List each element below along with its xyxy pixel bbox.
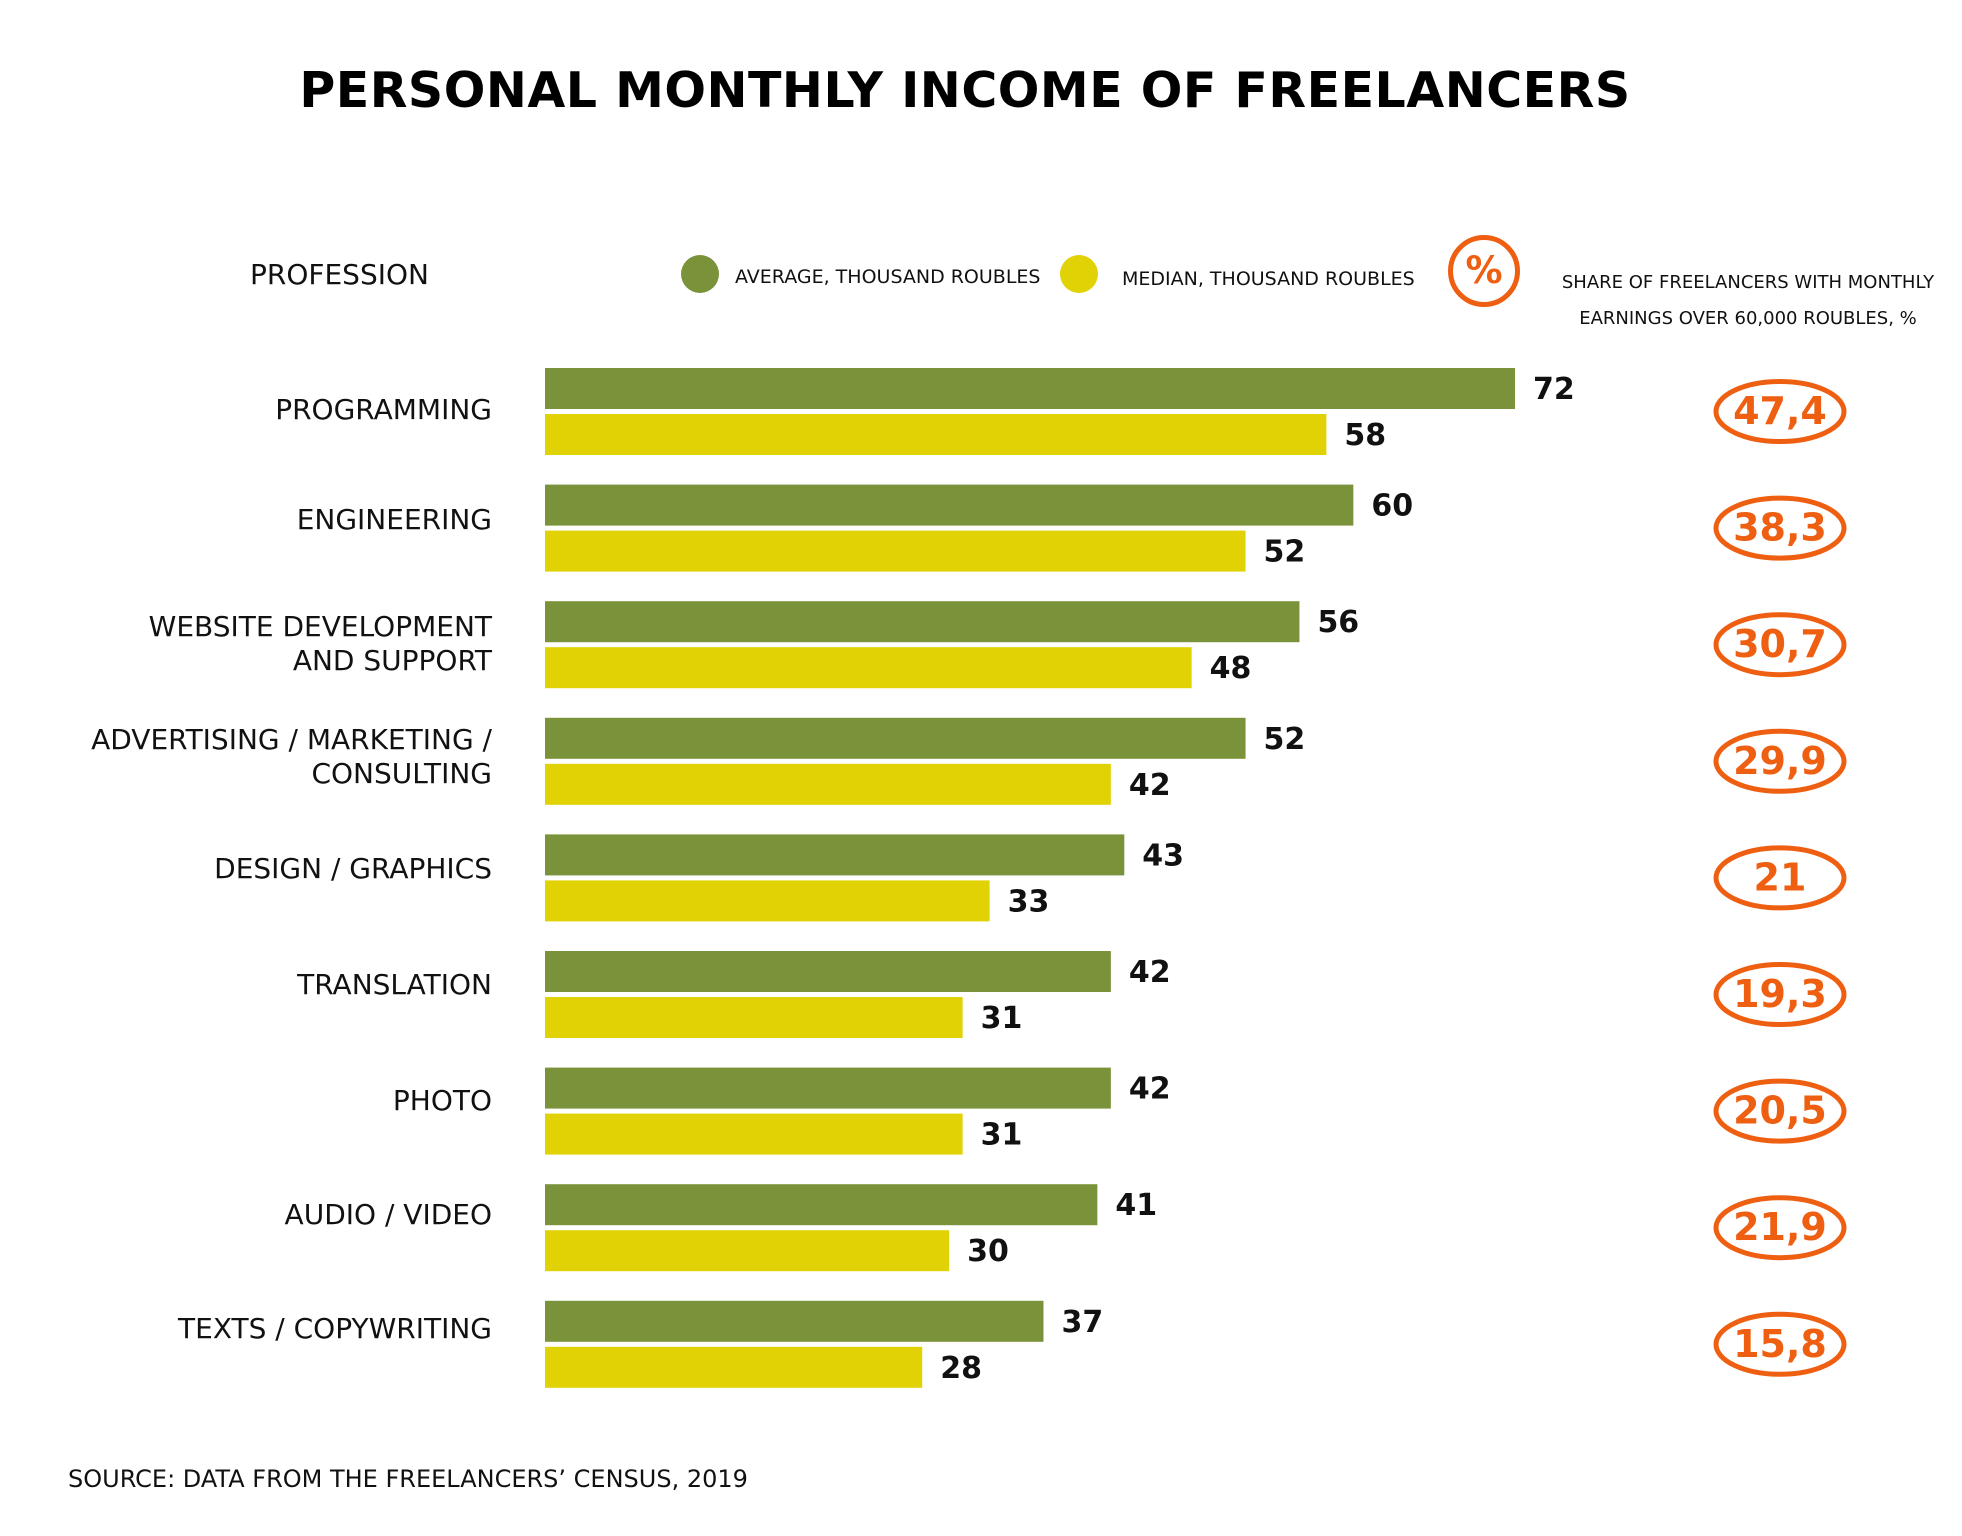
legend-median-swatch (1060, 255, 1098, 293)
value-label-median: 33 (1008, 884, 1050, 919)
share-oval (1713, 845, 1847, 911)
share-value: 15,8 (1733, 1322, 1827, 1366)
bar-median (545, 1230, 950, 1272)
share-oval (1713, 1078, 1847, 1144)
bar-average (545, 834, 1125, 876)
bar-median (545, 880, 990, 922)
category-label: DESIGN / GRAPHICS (214, 852, 492, 885)
value-label-average: 56 (1317, 605, 1359, 640)
bar-average (545, 368, 1515, 409)
bar-median (545, 1113, 963, 1155)
legend-average-label: AVERAGE, THOUSAND ROUBLES (735, 266, 1041, 288)
value-label-median: 30 (967, 1234, 1009, 1269)
category-label: ENGINEERING (296, 503, 492, 536)
bar-average (545, 1067, 1111, 1109)
value-label-average: 72 (1533, 372, 1575, 407)
share-value: 29,9 (1733, 739, 1827, 783)
bar-median (545, 530, 1246, 572)
percent-icon: % (1448, 235, 1520, 307)
share-value: 38,3 (1733, 506, 1827, 550)
share-oval (1713, 379, 1847, 444)
bar-median (545, 414, 1327, 455)
category-label: TRANSLATION (297, 968, 492, 1001)
value-label-average: 60 (1371, 489, 1413, 524)
share-value: 30,7 (1733, 622, 1827, 666)
value-label-median: 31 (981, 1001, 1023, 1036)
bar-average (545, 1184, 1098, 1226)
bar-average (545, 1300, 1044, 1342)
value-label-median: 31 (981, 1118, 1023, 1153)
bar-median (545, 1346, 923, 1388)
share-oval (1713, 1195, 1847, 1261)
share-oval (1713, 495, 1847, 561)
value-label-average: 37 (1061, 1305, 1103, 1340)
value-label-average: 41 (1115, 1188, 1157, 1223)
bar-median (545, 647, 1192, 689)
share-value: 21,9 (1733, 1205, 1827, 1249)
value-label-median: 28 (940, 1351, 982, 1386)
share-value: 19,3 (1733, 972, 1827, 1016)
share-legend-label: SHARE OF FREELANCERS WITH MONTHLY EARNIN… (1561, 272, 1935, 329)
share-oval (1713, 612, 1847, 678)
category-label: TEXTS / COPYWRITING (178, 1312, 492, 1345)
bar-average (545, 951, 1111, 992)
legend-median-label: MEDIAN, THOUSAND ROUBLES (1122, 268, 1415, 290)
value-label-median: 48 (1210, 651, 1252, 686)
category-label: PROGRAMMING (275, 393, 492, 426)
bar-median (545, 997, 963, 1038)
value-label-median: 52 (1264, 535, 1306, 570)
share-value: 47,4 (1733, 389, 1827, 433)
value-label-median: 58 (1344, 418, 1386, 453)
chart-title: PERSONAL MONTHLY INCOME OF FREELANCERS (299, 62, 1631, 119)
bar-average (545, 601, 1300, 643)
category-header: PROFESSION (250, 258, 429, 291)
share-oval (1713, 962, 1847, 1027)
value-label-average: 52 (1264, 722, 1306, 757)
value-label-average: 42 (1129, 1072, 1171, 1107)
share-value: 20,5 (1733, 1089, 1827, 1133)
bar-average (545, 717, 1246, 759)
category-label: AUDIO / VIDEO (284, 1198, 492, 1231)
share-oval (1713, 728, 1847, 794)
bar-average (545, 484, 1354, 526)
value-label-average: 42 (1129, 955, 1171, 990)
share-value: 21 (1754, 855, 1807, 899)
category-label: ADVERTISING / MARKETING / CONSULTING (91, 723, 492, 790)
legend-average-swatch (681, 255, 719, 293)
value-label-average: 43 (1142, 838, 1184, 873)
source-note: SOURCE: DATA FROM THE FREELANCERS’ CENSU… (68, 1465, 748, 1493)
bar-median (545, 763, 1111, 805)
value-label-median: 42 (1129, 768, 1171, 803)
category-label: PHOTO (392, 1084, 492, 1117)
category-label: WEBSITE DEVELOPMENT AND SUPPORT (148, 610, 492, 677)
share-oval (1713, 1311, 1847, 1377)
